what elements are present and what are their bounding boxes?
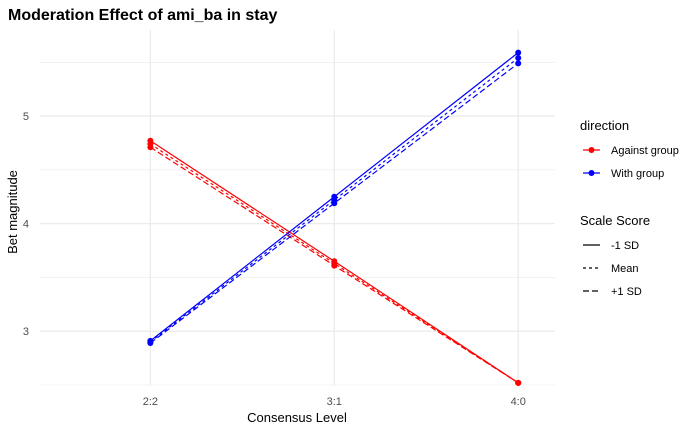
data-point-with-group (515, 60, 522, 67)
scale-legend-items: -1 SD Mean +1 SD (583, 240, 642, 298)
data-point-against-group (515, 379, 522, 386)
direction-legend-title: direction (580, 118, 629, 133)
legend-item-1-sd: +1 SD (583, 286, 642, 298)
scale-legend-title: Scale Score (580, 213, 650, 228)
data-point-against-group (331, 262, 338, 269)
y-tick-label: 4 (23, 219, 29, 231)
legend-label: +1 SD (611, 286, 642, 298)
data-point-with-group (147, 340, 154, 347)
legend-key-point (588, 147, 595, 153)
gridlines (40, 30, 555, 386)
data-point-against-group (147, 144, 154, 151)
data-point-with-group (515, 49, 522, 56)
y-tick-label: 3 (23, 326, 29, 338)
data-point-with-group (331, 200, 338, 207)
data-point-with-group (515, 54, 522, 61)
legend-label: Mean (611, 263, 639, 275)
scale-legend: Scale Score -1 SD Mean +1 SD (580, 213, 650, 298)
x-tick-label: 4:0 (511, 396, 526, 408)
series-line-with-group-1-sd (149, 62, 519, 344)
legend-item-against-group: Against group (583, 145, 679, 157)
series-points (147, 49, 522, 386)
legend-label: -1 SD (611, 240, 639, 252)
legend-label: With group (611, 168, 664, 180)
x-axis-ticks: 2:2 3:1 4:0 (143, 396, 526, 408)
x-tick-label: 2:2 (143, 396, 158, 408)
y-axis-ticks: 3 4 5 (23, 111, 29, 338)
chart-title: Moderation Effect of ami_ba in stay (8, 7, 277, 24)
legend-label: Against group (611, 145, 679, 157)
series-line-against-group-mean (150, 143, 519, 384)
x-tick-label: 3:1 (327, 396, 342, 408)
x-axis-label: Consensus Level (247, 410, 347, 425)
y-axis-label: Bet magnitude (5, 170, 20, 254)
legend-key-point (588, 170, 595, 176)
y-tick-label: 5 (23, 111, 29, 123)
direction-legend: direction Against group With group (580, 118, 679, 180)
legend-item-1-sd: -1 SD (583, 240, 639, 252)
legend-item-mean: Mean (583, 263, 639, 275)
legend-item-with-group: With group (583, 168, 664, 180)
direction-legend-items: Against group With group (583, 145, 679, 180)
